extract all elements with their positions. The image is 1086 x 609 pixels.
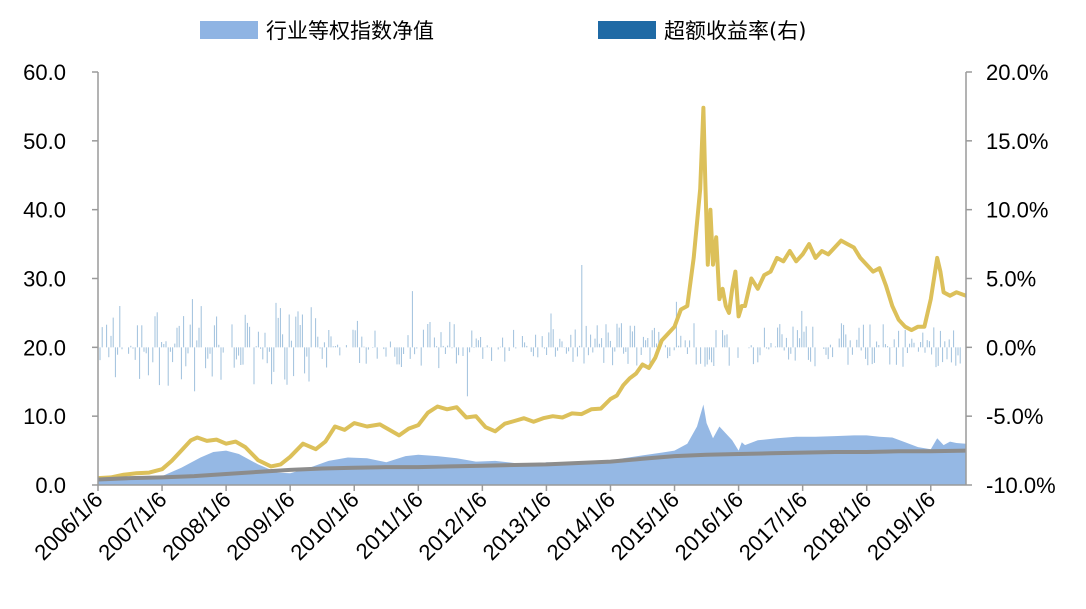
- right-tick-label: 10.0%: [986, 198, 1048, 223]
- right-tick-label: 0.0%: [986, 335, 1036, 360]
- x-tick-label: 2010/1/6: [286, 487, 364, 565]
- x-tick-label: 2014/1/6: [542, 487, 620, 565]
- x-tick-label: 2006/1/6: [29, 487, 107, 565]
- x-tick-label: 2008/1/6: [157, 487, 235, 565]
- left-tick-label: 10.0: [23, 404, 66, 429]
- right-tick-label: 15.0%: [986, 129, 1048, 154]
- legend-swatch-bars: [598, 21, 656, 39]
- right-tick-label: -10.0%: [986, 473, 1056, 498]
- x-tick-label: 2016/1/6: [670, 487, 748, 565]
- right-tick-label: 20.0%: [986, 60, 1048, 85]
- x-tick-label: 2012/1/6: [414, 487, 492, 565]
- x-tick-label: 2018/1/6: [798, 487, 876, 565]
- x-tick-label: 2011/1/6: [351, 487, 428, 564]
- left-tick-label: 50.0: [23, 129, 66, 154]
- x-tick-label: 2017/1/6: [734, 487, 812, 565]
- right-tick-label: -5.0%: [986, 404, 1043, 429]
- x-tick-label: 2013/1/6: [478, 487, 556, 565]
- left-tick-label: 60.0: [23, 60, 66, 85]
- x-tick-label: 2009/1/6: [221, 487, 299, 565]
- legend-label-area: 行业等权指数净值: [266, 19, 434, 43]
- x-tick-label: 2015/1/6: [606, 487, 684, 565]
- area-series: [98, 404, 966, 485]
- plot-area: [97, 105, 967, 485]
- left-tick-label: 20.0: [23, 335, 66, 360]
- line-series-1: [97, 105, 967, 481]
- legend-swatch-area: [200, 21, 258, 39]
- left-tick-label: 30.0: [23, 267, 66, 292]
- left-tick-label: 40.0: [23, 198, 66, 223]
- x-tick-label: 2007/1/6: [93, 487, 171, 565]
- legend: 行业等权指数净值 超额收益率(右): [200, 19, 806, 43]
- axes: 0.0 10.0 20.0 30.0 40.0 50.0 60.0 -10.0% -5.0% 0.…: [23, 60, 1056, 565]
- line-series-2: [97, 448, 967, 482]
- left-tick-label: 0.0: [35, 473, 66, 498]
- right-tick-label: 5.0%: [986, 267, 1036, 292]
- legend-label-bars: 超额收益率(右): [664, 19, 806, 43]
- x-tick-label: 2019/1/6: [862, 487, 940, 565]
